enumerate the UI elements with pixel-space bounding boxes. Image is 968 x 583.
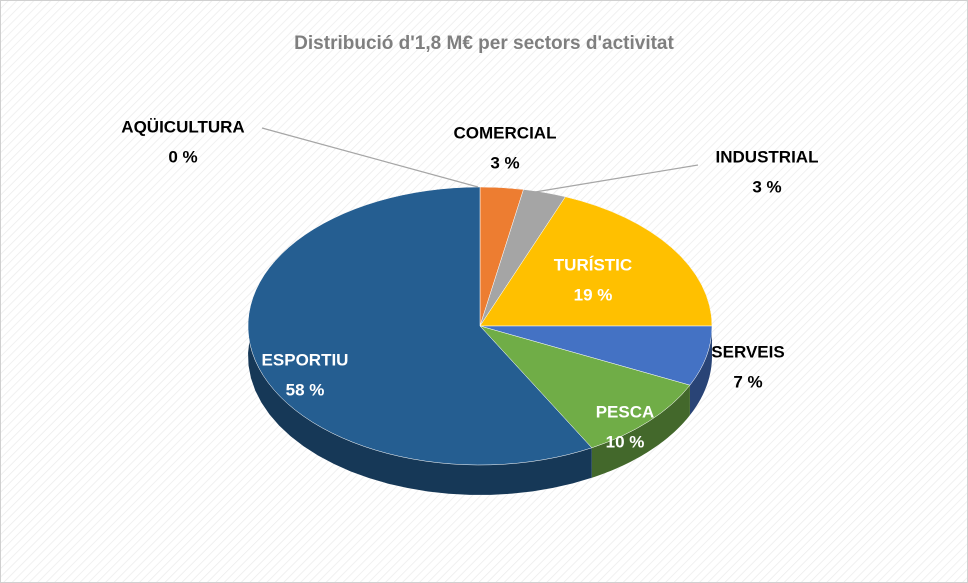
slice-value-label: 10 % [606,432,645,451]
leader-line [534,164,699,193]
slice-value-label: 3 % [490,153,519,172]
slice-label: ESPORTIU [262,350,349,369]
slice [479,196,713,327]
slice-side [591,385,690,478]
slice-value-label: 0 % [168,147,197,166]
slice-side [689,326,712,416]
leader-line [261,127,479,188]
slice-value-label: 19 % [574,285,613,304]
slice-label: COMERCIAL [454,123,557,142]
slice-value-label: 3 % [752,177,781,196]
slice [479,325,713,386]
slice [247,186,593,466]
chart-title: Distribució d'1,8 M€ per sectors d'activ… [294,33,674,54]
slice [479,325,691,449]
slice-value-label: 58 % [286,380,325,399]
slice-label: TURÍSTIC [554,255,632,274]
slice-value-label: 7 % [733,372,762,391]
slice-label: INDUSTRIAL [716,147,819,166]
slice-label: AQÜICULTURA [121,117,244,136]
slice-side [248,187,592,495]
slice-label: PESCA [596,402,655,421]
slice-label: SERVEIS [711,342,784,361]
